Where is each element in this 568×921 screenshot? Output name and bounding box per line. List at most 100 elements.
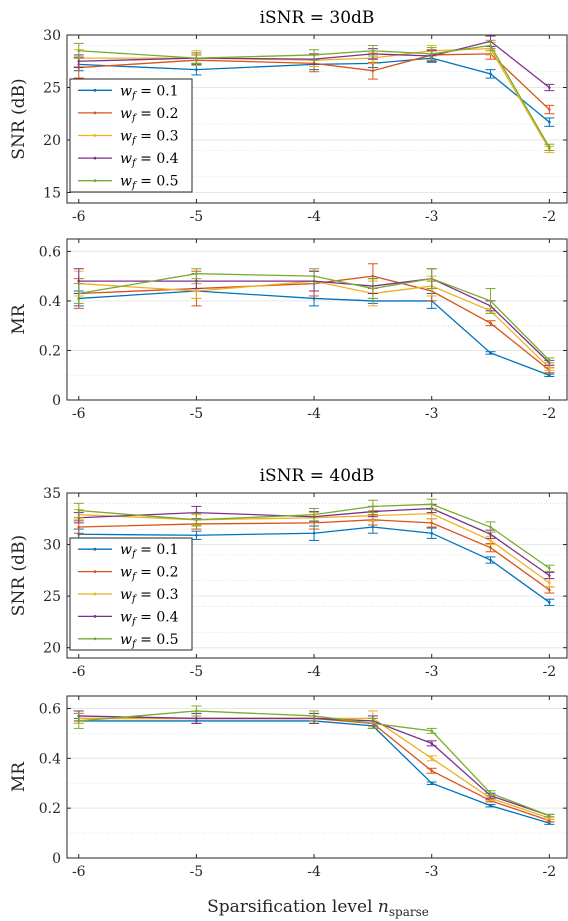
x-tick-label: -5 (190, 864, 204, 880)
legend-marker (93, 592, 97, 596)
axes-box (66, 34, 568, 204)
series-5 (73, 39, 555, 151)
y-tick-label: 0.6 (39, 701, 61, 717)
data-point (312, 513, 316, 516)
data-point (430, 781, 434, 785)
legend-entry: wf = 0.1 (120, 83, 179, 101)
y-tick-label: 0.6 (39, 244, 61, 260)
legend-entry: wf = 0.2 (120, 106, 179, 124)
x-tick-label: -3 (425, 664, 439, 680)
data-point (312, 531, 316, 535)
y-tick-label: 0.2 (39, 343, 61, 359)
data-point (548, 814, 551, 817)
legend-marker (93, 156, 97, 160)
data-point (430, 521, 434, 525)
axes-box (66, 492, 568, 659)
legend-marker (93, 134, 97, 137)
axes-box (66, 238, 568, 401)
data-point (548, 816, 551, 820)
panel-2: -6 -5 -4 -3 -2 0 0.2 0.4 0.6 MR (9, 238, 568, 422)
data-point (371, 722, 375, 725)
legend-marker (93, 88, 97, 92)
legend-marker (93, 570, 97, 573)
data-point (77, 719, 81, 723)
x-tick-label: -4 (307, 209, 321, 225)
panel-1: -6 -5 -4 -3 -2 15 20 25 30 SNR (dB) iSNR = 30dB wf … (9, 8, 568, 225)
x-tick-label: -4 (307, 406, 321, 422)
data-point (489, 558, 492, 562)
data-point (548, 373, 551, 377)
axes-box (66, 695, 568, 859)
data-point (489, 539, 492, 542)
data-point (77, 509, 81, 512)
y-tick-label: 20 (43, 133, 61, 149)
data-point (548, 588, 551, 592)
legend-marker (93, 547, 97, 551)
y-tick-label: 30 (43, 538, 61, 554)
legend-entry: wf = 0.3 (120, 129, 179, 147)
data-point (489, 532, 492, 536)
y-tick-label: 0 (52, 393, 61, 409)
data-point (489, 351, 492, 355)
legend: wf = 0.1 wf = 0.2 wf = 0.3 wf = 0.4 wf = 0.5 (69, 78, 193, 193)
data-point (489, 44, 492, 47)
x-tick-label: -3 (425, 209, 439, 225)
data-point (489, 72, 492, 76)
data-point (548, 366, 551, 370)
y-axis-label: MR (9, 761, 29, 792)
data-point (195, 289, 198, 293)
data-point (312, 53, 316, 57)
series-5 (73, 268, 555, 364)
data-point (548, 108, 551, 111)
data-point (77, 525, 81, 529)
legend-entry: wf = 0.3 (120, 587, 179, 605)
legend-entry: wf = 0.5 (120, 632, 179, 650)
series-2 (73, 712, 555, 823)
data-point (548, 120, 551, 124)
chart-title: iSNR = 30dB (260, 8, 375, 28)
legend-marker (93, 615, 97, 618)
data-point (195, 279, 198, 283)
data-point (430, 769, 434, 773)
x-tick-label: -6 (72, 209, 86, 225)
data-point (371, 49, 375, 53)
y-axis-label: SNR (dB) (9, 78, 29, 159)
x-tick-label: -5 (190, 209, 204, 225)
legend-marker (93, 179, 97, 183)
data-point (489, 525, 492, 529)
data-point (489, 299, 492, 303)
data-point (548, 146, 551, 149)
data-point (195, 68, 198, 71)
data-point (548, 86, 551, 89)
data-point (489, 804, 492, 807)
data-point (548, 359, 551, 362)
data-point (195, 533, 198, 537)
y-tick-label: 0.4 (39, 751, 61, 767)
x-tick-label: -2 (543, 864, 557, 880)
x-tick-label: -3 (425, 406, 439, 422)
legend-entry: wf = 0.2 (120, 565, 179, 583)
legend-box (69, 78, 193, 193)
x-tick-label: -5 (190, 664, 204, 680)
panel-3: -6 -5 -4 -3 -2 20 25 30 35 SNR (dB) iSNR = 40dB wf … (9, 466, 568, 680)
data-point (430, 742, 434, 745)
x-axis-label: Sparsification level nsparse (207, 897, 429, 919)
data-point (489, 321, 492, 325)
legend-entry: wf = 0.4 (120, 609, 179, 627)
data-point (77, 49, 81, 53)
data-point (371, 69, 375, 72)
data-point (548, 821, 551, 825)
y-tick-label: 0.2 (39, 801, 61, 817)
y-axis-label: SNR (dB) (9, 535, 29, 616)
data-point (371, 525, 375, 529)
x-tick-label: -6 (72, 664, 86, 680)
series-5 (73, 498, 555, 572)
data-point (548, 566, 551, 570)
data-point (195, 272, 198, 275)
data-point (430, 277, 434, 280)
data-point (371, 505, 375, 508)
x-tick-label: -5 (190, 406, 204, 422)
x-tick-label: -3 (425, 864, 439, 880)
data-point (430, 531, 434, 535)
